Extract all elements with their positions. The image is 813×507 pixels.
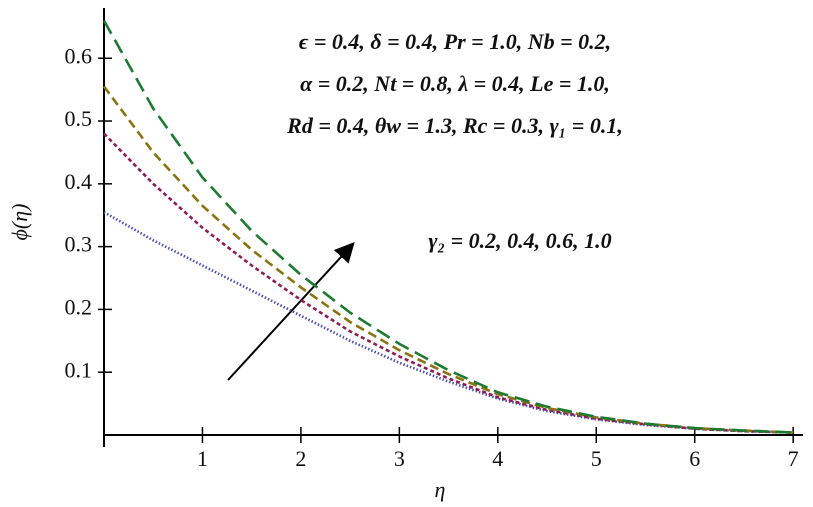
y-tick-label: 0.1	[65, 357, 93, 382]
y-tick-label: 0.4	[65, 169, 93, 194]
x-axis-label: η	[435, 477, 446, 502]
annotation: Rd = 0.4, θw = 1.3, Rc = 0.3, γ₁ = 0.1,	[286, 113, 623, 138]
x-tick-label: 4	[492, 446, 503, 471]
x-tick-label: 5	[591, 446, 602, 471]
line	[103, 132, 794, 434]
y-tick-label: 0.2	[65, 294, 93, 319]
annotation: ϵ = 0.4, δ = 0.4, Pr = 1.0, Nb = 0.2,	[299, 29, 611, 54]
y-tick-label: 0.5	[65, 106, 93, 131]
y-tick-label: 0.6	[65, 43, 93, 68]
x-tick-label: 7	[788, 446, 799, 471]
x-tick-label: 3	[394, 446, 405, 471]
arrow	[227, 242, 355, 381]
y-axis-label: ϕ(η)	[7, 204, 32, 241]
x-tick-label: 2	[295, 446, 306, 471]
line	[102, 85, 794, 434]
y-tick-label: 0.3	[65, 232, 93, 257]
annotation: α = 0.2, Nt = 0.8, λ = 0.4, Le = 1.0,	[300, 71, 610, 96]
x-tick-label: 1	[197, 446, 208, 471]
annotation: γ₂ = 0.2, 0.4, 0.6, 1.0	[428, 228, 611, 253]
line	[102, 19, 794, 434]
x-tick-label: 6	[689, 446, 700, 471]
